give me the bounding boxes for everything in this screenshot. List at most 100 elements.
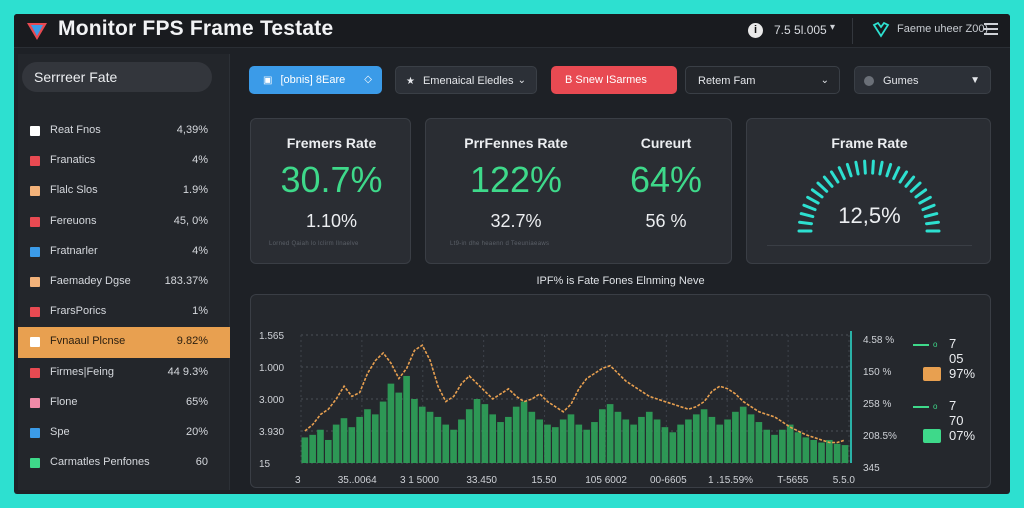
- chart-bar: [833, 443, 841, 463]
- gauge-tick: [892, 166, 901, 181]
- chart-bar: [583, 429, 590, 463]
- sidebar-item[interactable]: Flone 65%: [18, 388, 230, 418]
- color-swatch-icon: [30, 458, 40, 469]
- color-swatch-icon: [30, 367, 40, 378]
- sidebar-item-label: Flone: [50, 395, 78, 408]
- hamburger-menu-icon[interactable]: [984, 23, 998, 35]
- card-footnote: Lorned Qaiah lo lclirm llnaelve: [269, 241, 359, 247]
- chart-bar: [638, 416, 645, 463]
- gauge-tick: [802, 203, 817, 212]
- y-right-tick-label: 208.5%: [863, 431, 897, 442]
- gauge-tick: [925, 220, 940, 226]
- sidebar-item[interactable]: Franatics 4%: [18, 146, 230, 176]
- sidebar-item-value: 4%: [192, 154, 208, 167]
- chart-bar: [606, 404, 614, 463]
- chart-bar: [379, 401, 387, 463]
- sidebar-item-value: 183.37%: [164, 274, 208, 287]
- chart-bar: [450, 429, 457, 463]
- chart-bar: [520, 401, 528, 463]
- sidebar-item[interactable]: FrarsPorics 1%: [18, 297, 230, 327]
- info-icon[interactable]: i: [748, 23, 763, 38]
- color-swatch-icon: [30, 246, 40, 257]
- sidebar-item[interactable]: Fvnaaul Plcnse 9.82%: [18, 327, 230, 358]
- sidebar-item-label: Reat Fnos: [50, 124, 101, 136]
- y-right-tick-label: 258 %: [863, 399, 891, 410]
- sidebar-item[interactable]: Carmatles Penfones 60: [18, 448, 230, 478]
- x-tick-label: 00-6605: [650, 475, 687, 486]
- app-title: Monitor FPS Frame Testate: [58, 17, 334, 40]
- chart-bar: [591, 422, 598, 463]
- gauge-tick: [921, 203, 936, 212]
- chart-bar: [559, 419, 567, 463]
- chart-bar: [411, 399, 418, 463]
- metric-card-performance: PrrFennes Rate 122% 32.7% Lt9-in dhe hea…: [425, 118, 732, 264]
- card-title: PrrFennes Rate: [464, 135, 568, 151]
- chart-bar: [371, 414, 379, 463]
- chart-bar: [505, 416, 512, 463]
- chart-bar: [692, 414, 700, 463]
- filter-dropdown-2[interactable]: ★ Emenaical Eledles ⌄: [395, 66, 537, 94]
- chart-bar: [661, 427, 669, 463]
- chart-bar: [747, 414, 755, 463]
- sidebar-item[interactable]: Faemadey Dgse 183.37%: [18, 267, 230, 297]
- sidebar-item-label: Spe: [50, 425, 70, 438]
- gauge-tick: [799, 212, 815, 219]
- user-label[interactable]: Faeme uheer Z00): [897, 23, 989, 35]
- metric-card-frame-rate: Fremers Rate 30.7% 1.10% Lorned Qaiah lo…: [250, 118, 411, 264]
- filter-button-1[interactable]: ▣ [obnis] 8Eare ◇: [249, 66, 382, 94]
- circle-icon: [864, 76, 874, 86]
- card-footnote: Lt9-in dhe heaenn d Teeuniaeaws: [450, 241, 550, 247]
- legend-label: 7 70: [949, 398, 964, 428]
- gauge-tick: [923, 212, 939, 219]
- gauge-tick: [863, 159, 867, 175]
- sidebar-item[interactable]: Firmes|Feing 44 9.3%: [18, 358, 230, 388]
- chart-bar: [685, 419, 692, 463]
- x-tick-label: 5.5.0: [833, 475, 856, 486]
- gauge-tick: [837, 166, 846, 181]
- chart-bar: [794, 432, 802, 463]
- filter-dropdown-4[interactable]: Retem Fam ⌄: [685, 66, 840, 94]
- chevron-down-icon[interactable]: ▾: [830, 22, 836, 33]
- app-window: Monitor FPS Frame Testate i 7.5 5l.005 ▾…: [14, 14, 1010, 494]
- metric-card-gauge: Frame Rate 12,5%: [746, 118, 991, 264]
- legend-label: 97%: [949, 366, 976, 381]
- chart-bar: [763, 429, 771, 463]
- sidebar-item[interactable]: Reat Fnos 4,39%: [18, 116, 230, 146]
- star-icon: ★: [406, 76, 415, 87]
- sidebar-item[interactable]: Fereuons 45, 0%: [18, 207, 230, 237]
- filter-button-3[interactable]: B Snew ISarmes: [551, 66, 677, 94]
- sidebar-item-value: 44 9.3%: [167, 365, 208, 378]
- chart-bar: [301, 437, 309, 463]
- chart-bar: [653, 419, 661, 463]
- chart-bar: [364, 409, 371, 463]
- chart-bar: [552, 427, 559, 463]
- color-swatch-icon: [30, 397, 40, 408]
- color-swatch-icon: [30, 337, 40, 348]
- sidebar-title[interactable]: Serrreer Fate: [22, 62, 212, 92]
- x-tick-label: 15.50: [531, 475, 556, 486]
- chevron-down-icon: ⌄: [820, 75, 829, 86]
- legend-dot-icon: o: [933, 402, 938, 411]
- gauge-tick: [918, 195, 932, 205]
- sidebar-item-label: Faemadey Dgse: [50, 274, 131, 287]
- gauge-tick: [854, 160, 860, 176]
- card-big-value: 64%: [629, 159, 703, 200]
- chart-bar: [645, 411, 653, 463]
- sidebar-item[interactable]: Spe 20%: [18, 418, 230, 448]
- gauge-tick: [822, 175, 834, 188]
- header-value[interactable]: 7.5 5l.005: [774, 23, 827, 37]
- gauge-tick: [810, 188, 824, 199]
- chart-bar: [567, 414, 575, 463]
- x-tick-label: 1 .15.59%: [708, 475, 753, 486]
- chart-bar: [317, 429, 324, 463]
- y-tick-label: 3.000: [259, 395, 284, 406]
- sidebar-item-value: 20%: [185, 425, 208, 438]
- chart-bar: [465, 409, 473, 463]
- filter-label: Emenaical Eledles: [422, 75, 514, 87]
- filter-dropdown-5[interactable]: Gumes ▼: [854, 66, 991, 94]
- sidebar-item[interactable]: Flalc Slos 1.9%: [18, 176, 230, 206]
- color-swatch-icon: [30, 427, 40, 438]
- sidebar-item[interactable]: Fratnarler 4%: [18, 237, 230, 267]
- chart-bar: [348, 427, 356, 463]
- color-swatch-icon: [30, 186, 40, 197]
